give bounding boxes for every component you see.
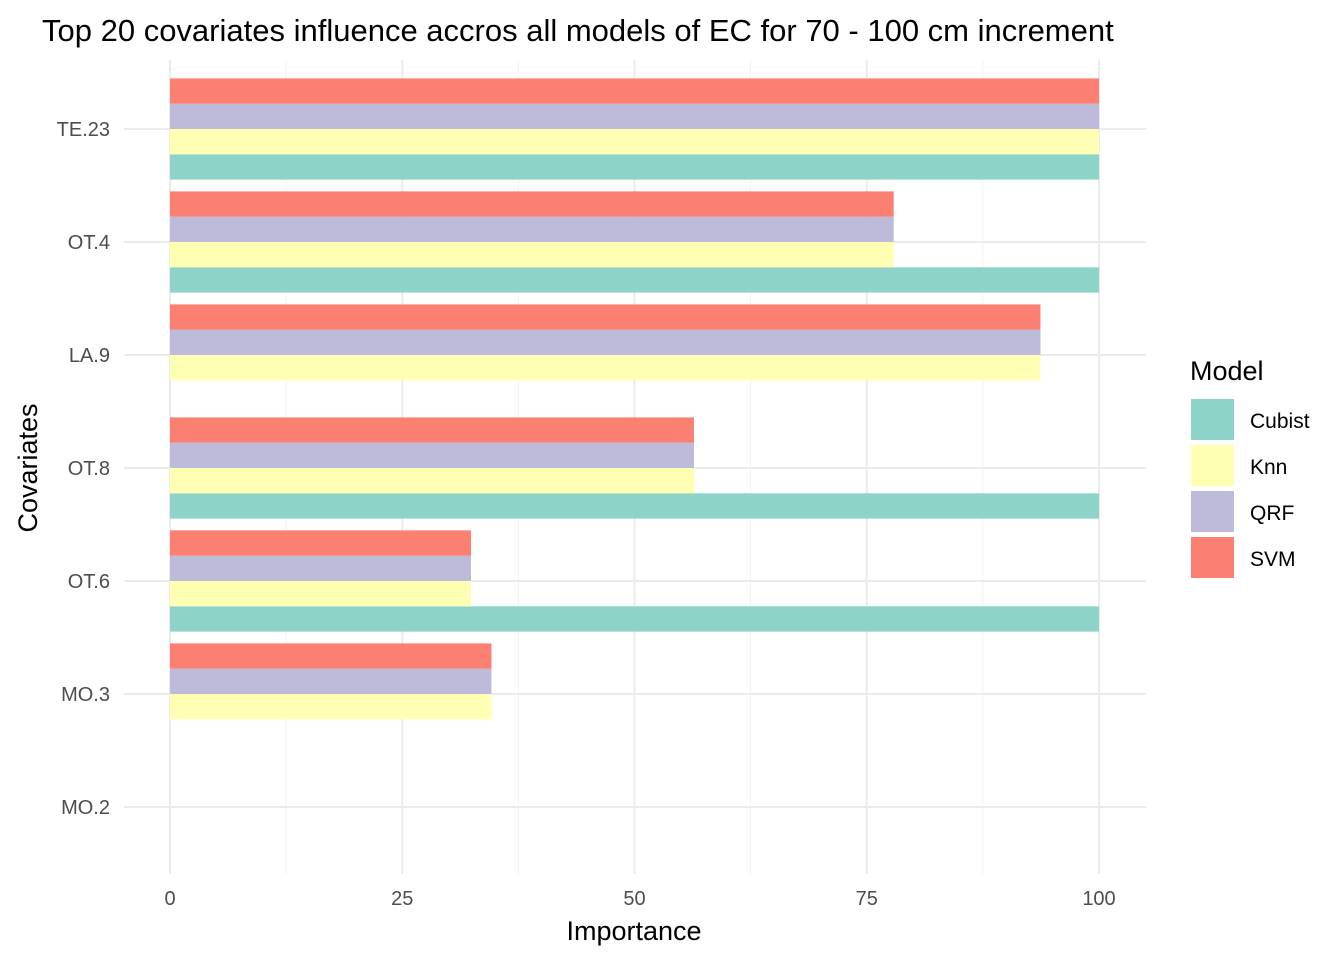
bar-te-23-knn [170,129,1099,155]
x-tick-label: 75 [856,888,878,910]
y-tick-label: MO.2 [61,797,110,819]
y-axis-ticks: TE.23 OT.4 LA.9 OT.8 OT.6 MO.3 MO.2 [57,119,110,819]
bar-la-9-knn [170,355,1041,381]
bar-ot-8-knn [170,468,694,494]
y-tick-label: OT.4 [68,232,110,254]
legend-title: Model [1190,356,1264,386]
y-tick-label: TE.23 [57,119,110,141]
y-axis-title: Covariates [13,403,43,532]
x-tick-label: 25 [391,888,413,910]
bar-mo-3-knn [170,694,492,720]
x-axis-ticks: 0 25 50 75 100 [164,888,1115,910]
bar-mo-3-svm [170,643,492,669]
legend: Model Cubist Knn QRF SVM [1190,356,1310,578]
x-axis-title: Importance [566,916,701,946]
bar-ot-4-qrf [170,216,894,242]
bar-ot-6-cubist [170,606,1099,632]
bar-ot-6-qrf [170,555,471,581]
legend-label-svm: SVM [1250,548,1296,571]
y-tick-label: OT.8 [68,458,110,480]
legend-label-cubist: Cubist [1250,410,1310,433]
legend-label-qrf: QRF [1250,502,1294,525]
bar-ot-6-svm [170,530,471,556]
x-tick-label: 50 [623,888,645,910]
bar-te-23-svm [170,78,1099,104]
bar-te-23-cubist [170,154,1099,180]
bar-ot-8-svm [170,417,694,443]
bar-ot-8-qrf [170,442,694,468]
legend-swatch-knn [1191,445,1234,486]
bars [170,78,1099,720]
bar-ot-4-cubist [170,267,1099,293]
bar-ot-4-svm [170,191,894,217]
legend-swatch-cubist [1191,399,1234,440]
chart-title: Top 20 covariates influence accros all m… [42,13,1114,48]
x-tick-label: 100 [1082,888,1115,910]
legend-label-knn: Knn [1250,456,1287,479]
bar-mo-3-qrf [170,668,492,694]
legend-items: Cubist Knn QRF SVM [1191,399,1310,578]
bar-la-9-svm [170,304,1041,330]
bar-ot-8-cubist [170,493,1099,519]
x-tick-label: 0 [164,888,175,910]
legend-swatch-qrf [1191,491,1234,532]
y-tick-label: MO.3 [61,684,110,706]
y-tick-label: LA.9 [69,345,110,367]
bar-la-9-qrf [170,329,1041,355]
bar-te-23-qrf [170,103,1099,129]
legend-swatch-svm [1191,537,1234,578]
bar-ot-4-knn [170,242,894,268]
bar-ot-6-knn [170,581,471,607]
y-tick-label: OT.6 [68,571,110,593]
